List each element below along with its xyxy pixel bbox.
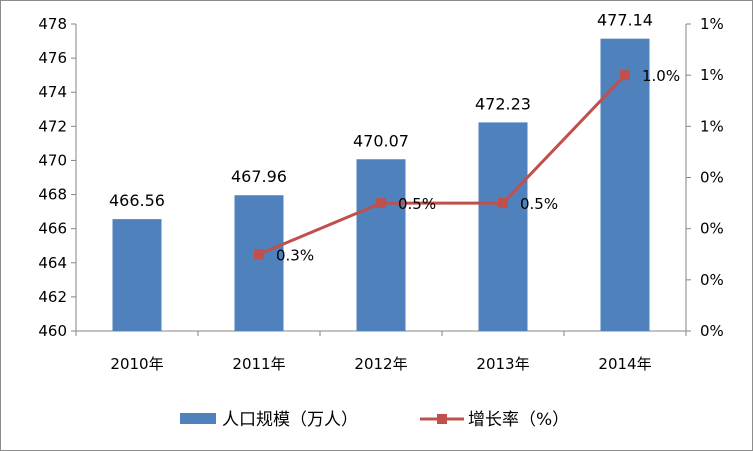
legend-swatch-marker (437, 414, 447, 424)
growth-point (498, 198, 508, 209)
bar-data-label: 472.23 (475, 94, 531, 113)
bar-series (112, 38, 650, 331)
x-tick-label: 2014年 (598, 355, 651, 373)
y-left-tick-label: 462 (38, 288, 67, 306)
y-right-tick-label: 0% (700, 322, 724, 340)
bar-data-label: 467.96 (231, 167, 287, 186)
bar (234, 195, 284, 331)
y-left-tick-label: 470 (38, 151, 67, 169)
line-data-label: 1.0% (642, 67, 680, 85)
growth-line (258, 74, 627, 256)
data-labels: 466.56 467.96 470.07 472.23 477.14 0.3% 0.5% 0.… (109, 11, 680, 265)
bar-data-label: 477.14 (597, 11, 653, 30)
growth-point (620, 70, 630, 81)
line-data-label: 0.5% (520, 195, 558, 213)
bar (112, 219, 162, 331)
legend-label-line: 增长率（%） (468, 410, 569, 430)
line-data-label: 0.3% (276, 246, 314, 264)
bar-data-label: 466.56 (109, 191, 165, 210)
line-series (254, 70, 630, 260)
growth-point (254, 249, 264, 260)
y-left-tick-label: 472 (38, 117, 67, 135)
y-right-tick-label: 0% (700, 169, 724, 187)
bar (356, 159, 406, 331)
line-data-label: 0.5% (398, 195, 436, 213)
x-tick-label: 2011年 (232, 355, 285, 373)
y-right-tick-label: 0% (700, 271, 724, 289)
y-left-tick-label: 474 (38, 83, 67, 101)
axes: 460 462 464 466 468 470 472 474 476 478 0% 0% 0% 0% 1%… (38, 15, 723, 373)
legend-label-bar: 人口规模（万人） (222, 410, 358, 430)
y-left-tick-label: 466 (38, 220, 67, 238)
y-left-tick-label: 460 (38, 322, 67, 340)
x-tick-label: 2013年 (476, 355, 529, 373)
legend: 人口规模（万人） 增长率（%） (180, 410, 569, 430)
y-left-tick-label: 478 (38, 15, 67, 33)
growth-point (376, 198, 386, 209)
bar (600, 38, 650, 331)
legend-swatch-bar (180, 413, 216, 424)
bar-data-label: 470.07 (353, 131, 409, 150)
x-tick-label: 2010年 (110, 355, 163, 373)
y-right-tick-label: 1% (700, 117, 724, 135)
bar (478, 122, 528, 331)
y-right-tick-label: 0% (700, 220, 724, 238)
y-right-tick-label: 1% (700, 15, 724, 33)
y-left-tick-label: 464 (38, 254, 67, 272)
x-tick-label: 2012年 (354, 355, 407, 373)
y-left-tick-label: 468 (38, 186, 67, 204)
y-left-tick-label: 476 (38, 49, 67, 67)
y-right-tick-label: 1% (700, 66, 724, 84)
